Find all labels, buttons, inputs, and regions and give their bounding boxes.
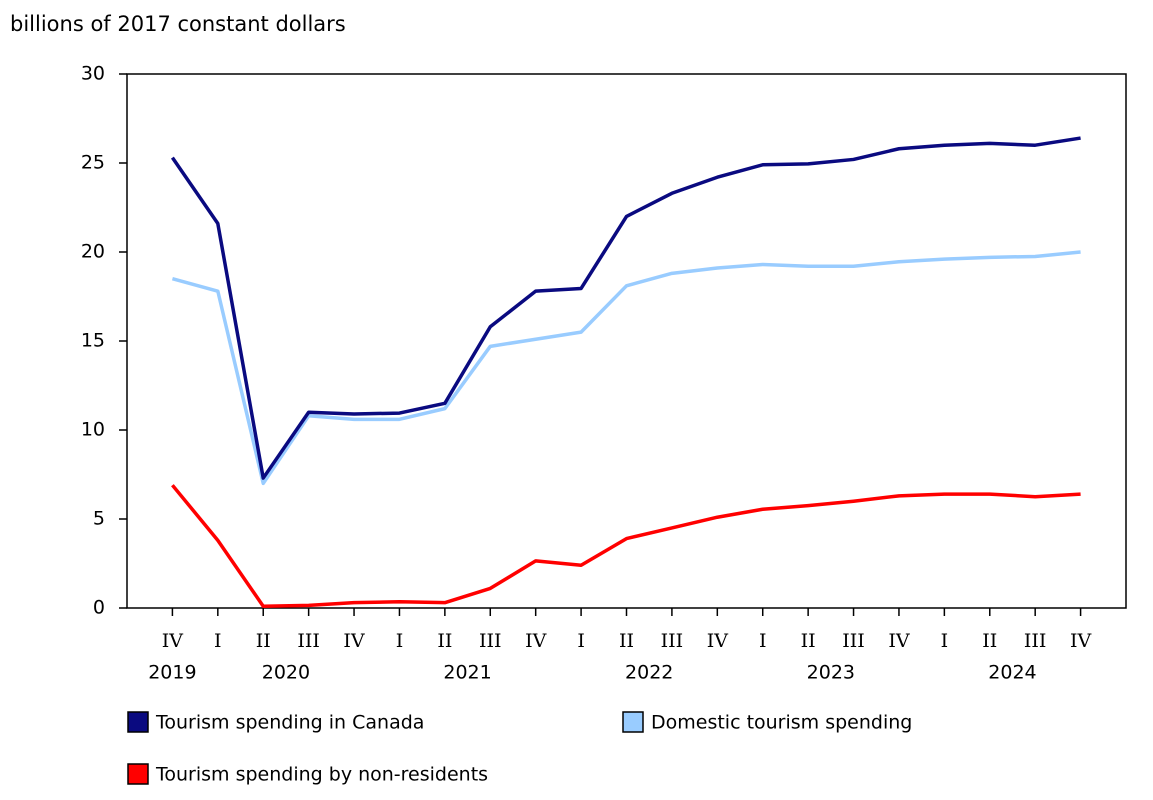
x-tick-label: IV [888,630,910,652]
x-tick-label: III [842,630,865,652]
x-group-label: 2020 [262,662,310,684]
legend-swatch [622,711,644,733]
x-tick-label: II [256,630,271,652]
x-tick-label: I [396,630,404,652]
plot-area [126,73,1127,609]
x-tick-label: IV [162,630,184,652]
series-line [171,250,1081,486]
x-tick-label: II [801,630,816,652]
y-tick-label: 25 [81,152,105,174]
x-group-label: 2024 [988,662,1036,684]
x-group-label: 2023 [807,662,855,684]
x-group-label: 2021 [443,662,491,684]
x-tick-label: II [982,630,997,652]
series-line [170,136,1081,480]
legend-swatch [127,711,149,733]
x-tick-label: III [479,630,502,652]
x-tick-label: IV [707,630,729,652]
x-tick-label: II [437,630,452,652]
y-tick-label: 15 [81,330,105,352]
x-tick-label: IV [1070,630,1092,652]
legend-swatch [127,763,149,785]
legend-label: Tourism spending by non-residents [155,764,488,786]
legend-label: Domestic tourism spending [651,712,912,734]
x-tick-label: III [297,630,320,652]
series-line [171,484,1081,608]
x-group-label: 2019 [148,662,196,684]
y-tick-label: 10 [81,419,105,441]
x-group-label: 2022 [625,662,673,684]
x-tick-label: I [577,630,585,652]
x-tick-label: I [214,630,222,652]
x-tick-label: I [941,630,949,652]
y-tick-label: 0 [93,597,105,619]
x-tick-label: IV [343,630,365,652]
x-tick-label: III [1024,630,1047,652]
y-tick-label: 20 [81,241,105,263]
x-tick-label: IV [525,630,547,652]
y-axis-label: billions of 2017 constant dollars [10,12,346,36]
x-tick-label: III [661,630,684,652]
x-tick-label: I [759,630,767,652]
y-tick-label: 30 [81,63,105,85]
y-tick-label: 5 [93,508,105,530]
legend-label: Tourism spending in Canada [155,712,424,734]
x-tick-label: II [619,630,634,652]
